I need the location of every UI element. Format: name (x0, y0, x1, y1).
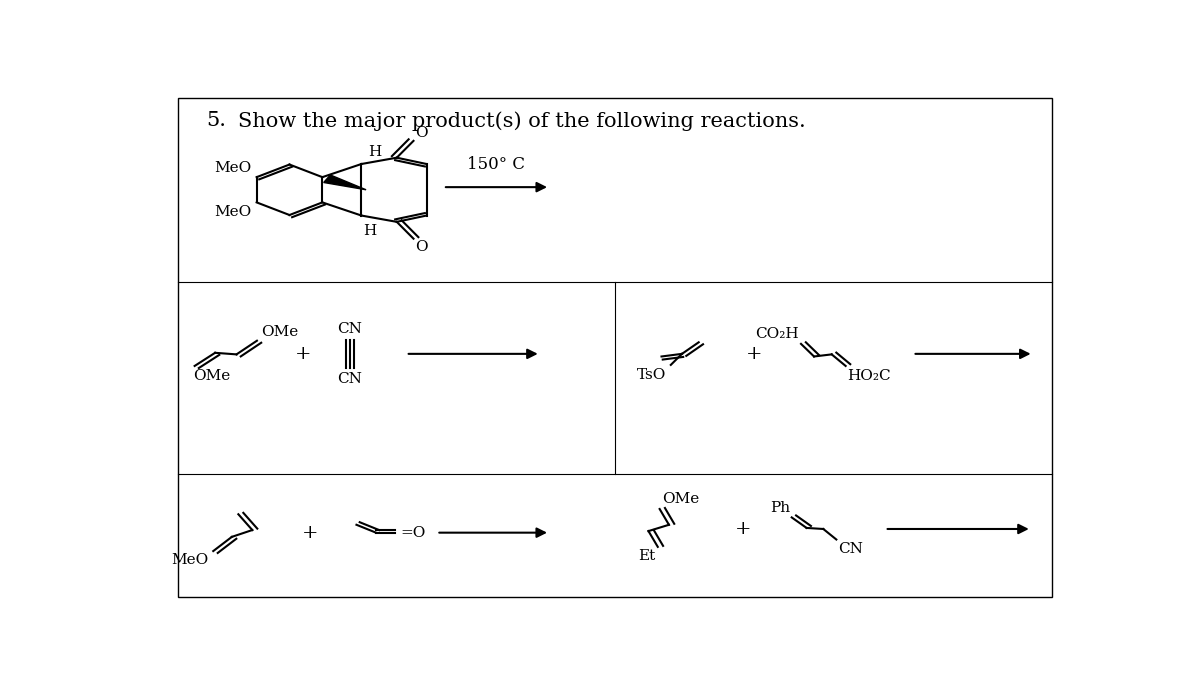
Text: 5.: 5. (206, 111, 226, 130)
Text: O: O (415, 240, 428, 253)
Text: HO₂C: HO₂C (847, 369, 892, 382)
Polygon shape (324, 175, 366, 190)
Text: MeO: MeO (172, 553, 209, 567)
Text: CN: CN (337, 372, 362, 386)
FancyBboxPatch shape (178, 98, 1052, 598)
Text: +: + (746, 345, 763, 363)
Text: +: + (301, 524, 318, 542)
Text: CN: CN (337, 322, 362, 336)
Text: CN: CN (839, 542, 863, 555)
Text: MeO: MeO (215, 161, 252, 175)
Text: OMe: OMe (193, 369, 230, 382)
Text: TsO: TsO (637, 367, 666, 382)
Text: 150° C: 150° C (467, 156, 524, 173)
Text: Et: Et (637, 549, 655, 563)
Text: CO₂H: CO₂H (756, 327, 799, 342)
Text: H: H (368, 145, 382, 158)
Text: OMe: OMe (260, 325, 298, 339)
Text: Ph: Ph (769, 501, 790, 515)
Text: O: O (415, 126, 428, 140)
Text: +: + (295, 345, 312, 363)
Text: H: H (364, 224, 377, 238)
Text: Show the major product(s) of the following reactions.: Show the major product(s) of the followi… (238, 111, 806, 130)
Text: +: + (736, 520, 751, 538)
Text: MeO: MeO (215, 205, 252, 219)
Text: OMe: OMe (662, 492, 700, 506)
Text: =O: =O (400, 526, 426, 540)
